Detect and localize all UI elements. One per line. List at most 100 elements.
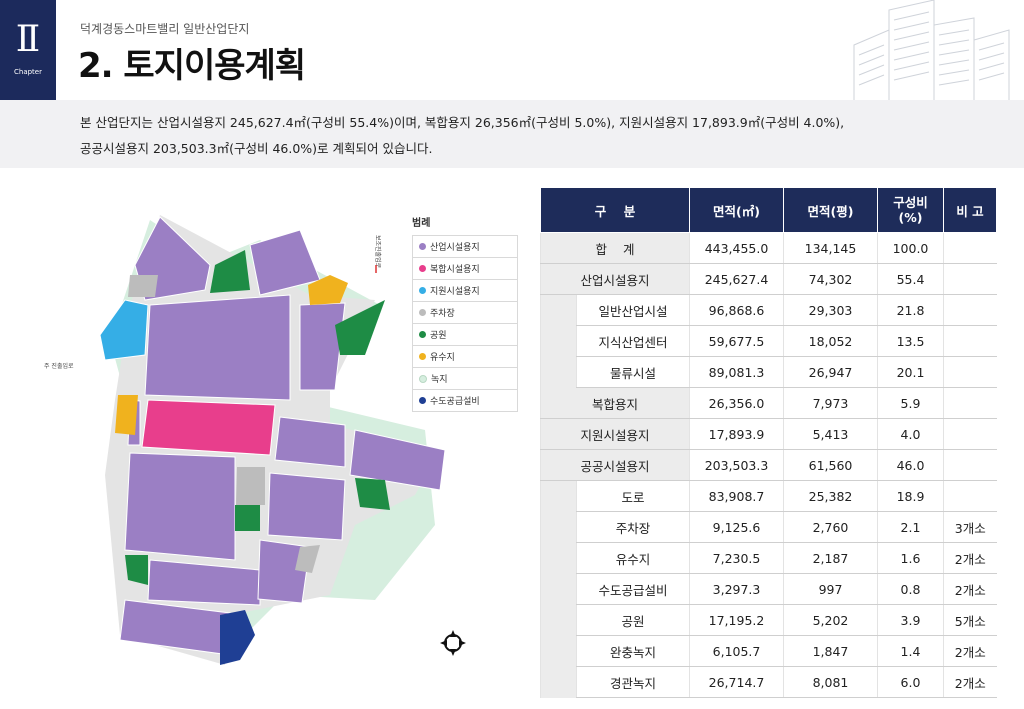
table-cell-note (943, 263, 997, 295)
table-cell-py: 134,145 (783, 232, 878, 264)
table-cell-note: 2개소 (943, 573, 997, 605)
legend-item-industrial: 산업시설용지 (412, 235, 518, 257)
legend-item-complex: 복합시설용지 (412, 257, 518, 279)
table-cell-ratio: 46.0 (877, 449, 944, 481)
table-cell-label: 경관녹지 (576, 666, 690, 698)
table-cell-label: 산업시설용지 (540, 263, 690, 295)
legend-item-retention: 유수지 (412, 345, 518, 367)
page-title: 2. 토지이용계획 (78, 46, 306, 86)
table-cell-m2: 17,893.9 (689, 418, 784, 450)
park (125, 555, 148, 585)
industrial-parcel (267, 472, 346, 541)
table-row: 합 계 443,455.0 134,145 100.0 (540, 232, 997, 264)
table-cell-ratio: 3.9 (877, 604, 944, 636)
parking-lot (236, 467, 265, 505)
compass-icon (440, 630, 466, 656)
sub-entrance-label: 보조진출입로 (374, 235, 382, 269)
industrial-parcel (299, 302, 346, 391)
legend-item-park: 공원 (412, 323, 518, 345)
table-row: 공공시설용지 203,503.3 61,560 46.0 (540, 449, 997, 481)
table-cell-note (943, 387, 997, 419)
industrial-parcel (147, 559, 261, 606)
table-cell-label: 지원시설용지 (540, 418, 690, 450)
table-row: 유수지 7,230.5 2,187 1.6 2개소 (541, 542, 997, 574)
park (355, 478, 390, 510)
parking-lot (295, 545, 320, 573)
table-cell-label: 복합용지 (540, 387, 690, 419)
col-header-area-m2: 면적(㎡) (689, 187, 784, 233)
table-cell-label: 공원 (576, 604, 690, 636)
chapter-numeral: Ⅱ (15, 19, 41, 60)
table-cell-ratio: 4.0 (877, 418, 944, 450)
table-cell-ratio: 21.8 (877, 294, 944, 326)
table-header-row: 구 분 면적(㎡) 면적(평) 구성비 (%) 비 고 (540, 187, 997, 233)
legend-item-support: 지원시설용지 (412, 279, 518, 301)
water-supply-facility (220, 610, 255, 665)
table-cell-label: 공공시설용지 (540, 449, 690, 481)
legend-item-water: 수도공급설비 (412, 389, 518, 412)
summary-line-1: 본 산업단지는 산업시설용지 245,627.4㎡(구성비 55.4%)이며, … (80, 115, 845, 130)
table-row: 경관녹지 26,714.7 8,081 6.0 2개소 (541, 666, 997, 698)
table-cell-m2: 17,195.2 (689, 604, 784, 636)
table-cell-ratio: 1.6 (877, 542, 944, 574)
table-cell-py: 1,847 (783, 635, 878, 667)
table-body: 합 계 443,455.0 134,145 100.0 산업시설용지 245,627.4 7… (540, 232, 997, 698)
chapter-badge: Ⅱ Chapter (0, 0, 56, 100)
chapter-label: Chapter (14, 68, 42, 76)
legend-item-parking: 주차장 (412, 301, 518, 323)
table-row: 산업시설용지 245,627.4 74,302 55.4 (540, 263, 997, 295)
park (235, 505, 260, 531)
table-cell-py: 29,303 (783, 294, 878, 326)
table-cell-py: 74,302 (783, 263, 878, 295)
table-row: 공원 17,195.2 5,202 3.9 5개소 (541, 604, 997, 636)
table-cell-py: 26,947 (783, 356, 878, 388)
table-cell-label: 도로 (576, 480, 690, 512)
table-cell-note (943, 325, 997, 357)
table-cell-py: 7,973 (783, 387, 878, 419)
table-cell-ratio: 1.4 (877, 635, 944, 667)
table-cell-ratio: 20.1 (877, 356, 944, 388)
table-cell-m2: 59,677.5 (689, 325, 784, 357)
table-cell-py: 8,081 (783, 666, 878, 698)
industrial-parcel (124, 452, 236, 561)
table-cell-note: 3개소 (943, 511, 997, 543)
table-cell-ratio: 2.1 (877, 511, 944, 543)
land-use-map: 주 진출입로 보조진출입로 (44, 215, 446, 665)
table-cell-py: 25,382 (783, 480, 878, 512)
table-row: 지식산업센터 59,677.5 18,052 13.5 (541, 325, 997, 357)
complex-use-parcel (141, 399, 276, 456)
table-cell-py: 18,052 (783, 325, 878, 357)
table-cell-ratio: 5.9 (877, 387, 944, 419)
table-cell-label: 주차장 (576, 511, 690, 543)
support-facility-parcel (99, 299, 149, 361)
summary-line-2: 공공시설용지 203,503.3㎡(구성비 46.0%)로 계획되어 있습니다. (80, 141, 433, 156)
main-entrance-label: 주 진출입로 (44, 362, 74, 370)
table-cell-m2: 443,455.0 (689, 232, 784, 264)
industrial-parcel (274, 416, 346, 468)
table-group-spacer (540, 294, 577, 388)
table-cell-note (943, 294, 997, 326)
table-row: 복합용지 26,356.0 7,973 5.9 (540, 387, 997, 419)
table-cell-m2: 89,081.3 (689, 356, 784, 388)
table-cell-m2: 7,230.5 (689, 542, 784, 574)
col-header-area-pyeong: 면적(평) (783, 187, 878, 233)
col-header-category: 구 분 (540, 187, 690, 233)
table-row: 완충녹지 6,105.7 1,847 1.4 2개소 (541, 635, 997, 667)
table-cell-ratio: 18.9 (877, 480, 944, 512)
table-cell-m2: 83,908.7 (689, 480, 784, 512)
table-cell-label: 지식산업센터 (576, 325, 690, 357)
building-illustration (853, 0, 1010, 100)
table-cell-note: 2개소 (943, 666, 997, 698)
table-cell-note (943, 449, 997, 481)
table-row: 지원시설용지 17,893.9 5,413 4.0 (540, 418, 997, 450)
summary-box: 본 산업단지는 산업시설용지 245,627.4㎡(구성비 55.4%)이며, … (0, 100, 1024, 168)
table-cell-note (943, 356, 997, 388)
park (335, 300, 385, 355)
table-cell-py: 2,187 (783, 542, 878, 574)
table-row: 수도공급설비 3,297.3 997 0.8 2개소 (541, 573, 997, 605)
table-cell-py: 2,760 (783, 511, 878, 543)
table-cell-label: 완충녹지 (576, 635, 690, 667)
table-cell-py: 5,202 (783, 604, 878, 636)
table-cell-m2: 9,125.6 (689, 511, 784, 543)
table-cell-py: 5,413 (783, 418, 878, 450)
